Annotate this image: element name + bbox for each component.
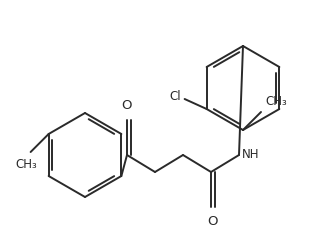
- Text: NH: NH: [242, 149, 260, 162]
- Text: CH₃: CH₃: [265, 95, 287, 108]
- Text: O: O: [208, 215, 218, 228]
- Text: CH₃: CH₃: [16, 158, 37, 171]
- Text: Cl: Cl: [169, 90, 181, 103]
- Text: O: O: [122, 99, 132, 112]
